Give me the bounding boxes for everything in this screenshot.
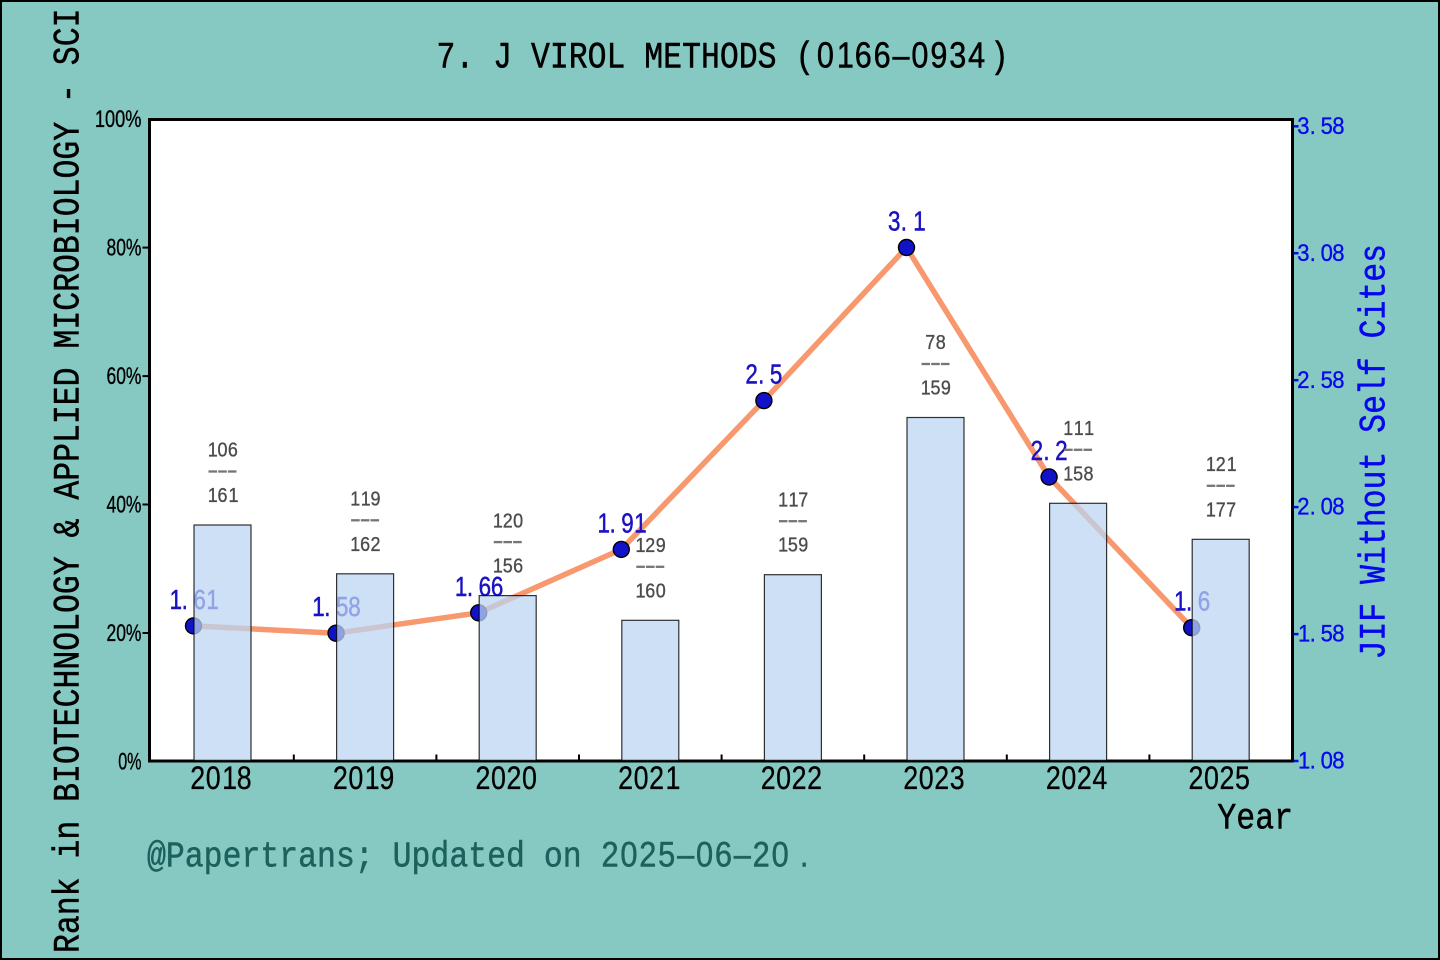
svg-text:0166–0934: 0166–0934 [817,36,985,76]
svg-text:129: 129 [636,535,666,557]
svg-text:3.08: 3.08 [1297,239,1344,266]
svg-text:1.91: 1.91 [597,508,646,539]
svg-text:80%: 80% [106,233,141,261]
svg-text:177: 177 [1206,499,1236,521]
svg-text:2.2: 2.2 [1031,436,1068,467]
svg-text:JIF Without Self Cites: JIF Without Self Cites [1354,244,1396,660]
svg-text:0%: 0% [118,747,141,775]
svg-text:2.5: 2.5 [745,360,782,391]
svg-text:78: 78 [925,332,945,354]
svg-text:119: 119 [350,489,380,511]
svg-text:2021: 2021 [618,761,680,797]
svg-text:2020: 2020 [475,761,536,797]
svg-text:7. J VIROL METHODS (: 7. J VIROL METHODS ( [437,37,815,79]
svg-text:1.58: 1.58 [1298,620,1345,647]
svg-text:159: 159 [921,378,951,400]
svg-text:20%: 20% [106,618,141,646]
svg-text:111: 111 [1063,418,1094,440]
svg-text:159: 159 [778,535,808,557]
svg-text:Year: Year [1217,798,1293,840]
svg-text:2023: 2023 [903,761,964,797]
svg-text:): ) [990,37,1009,79]
svg-text:106: 106 [208,440,238,462]
svg-text:40%: 40% [106,490,141,518]
svg-text:2025: 2025 [1188,761,1249,797]
svg-text:100%: 100% [95,105,142,133]
svg-text:117: 117 [778,489,808,511]
svg-text:121: 121 [1206,454,1237,476]
svg-text:1.08: 1.08 [1298,747,1345,774]
svg-text:160: 160 [636,580,666,602]
svg-text:2024: 2024 [1046,761,1107,797]
svg-text:3.1: 3.1 [888,206,926,237]
svg-text:158: 158 [1063,463,1093,485]
svg-text:2.08: 2.08 [1297,493,1344,520]
svg-text:120: 120 [493,510,523,532]
svg-text:3.58: 3.58 [1297,112,1344,139]
svg-text:@Papertrans; Updated on: @Papertrans; Updated on [147,838,582,878]
svg-text:60%: 60% [106,361,141,389]
svg-text:156: 156 [493,556,523,578]
svg-text:2.58: 2.58 [1297,366,1344,393]
svg-text:162: 162 [350,534,380,556]
svg-text:.: . [800,836,808,874]
svg-text:Rank in BIOTECHNOLOGY & APPLIE: Rank in BIOTECHNOLOGY & APPLIED MICROBIO… [48,9,90,953]
svg-text:2022: 2022 [761,761,822,797]
svg-text:161: 161 [208,485,239,507]
